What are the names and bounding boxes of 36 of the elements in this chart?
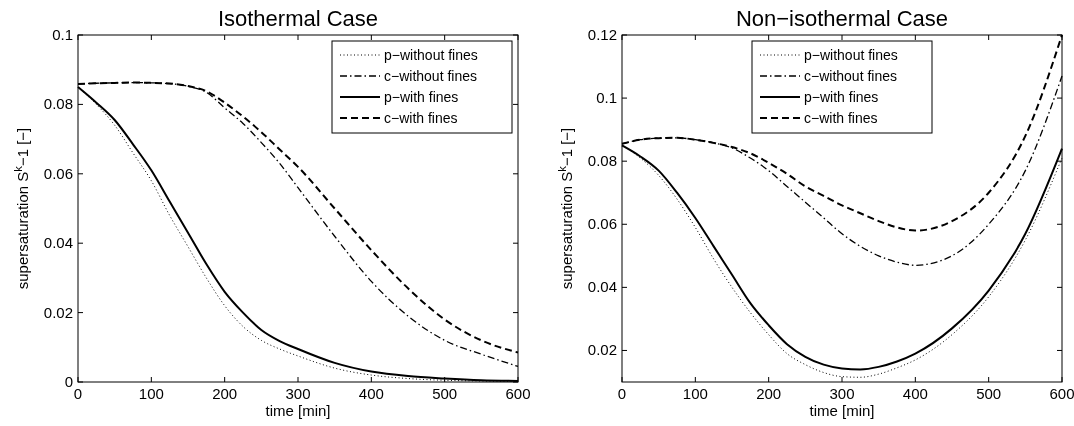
legend-label: c−with fines: [384, 110, 458, 126]
x-tick-label: 300: [829, 385, 855, 402]
x-tick-label: 300: [285, 385, 311, 402]
chart-title: Non−isothermal Case: [735, 6, 949, 31]
x-tick-label: 100: [682, 385, 708, 402]
x-tick-label: 100: [138, 385, 164, 402]
y-tick-label: 0.1: [52, 26, 73, 43]
legend-label: p−with fines: [384, 89, 459, 105]
x-axis-title: time [min]: [809, 402, 875, 419]
y-tick-label: 0.06: [587, 215, 617, 233]
x-tick-label: 400: [358, 385, 384, 402]
y-tick-label: 0.08: [587, 152, 617, 170]
y-tick-label: 0.04: [587, 278, 617, 296]
y-tick-label: 0.02: [43, 303, 73, 321]
y-tick-label: 0: [64, 373, 73, 390]
legend-label: p−without fines: [384, 47, 478, 63]
x-tick-label: 600: [1049, 385, 1074, 402]
y-tick-label: 0.04: [43, 234, 73, 252]
y-tick-label: 0.06: [43, 164, 73, 182]
y-tick-label: 0.1: [596, 89, 617, 107]
x-axis-title: time [min]: [265, 402, 331, 419]
legend-label: p−without fines: [804, 47, 898, 63]
chart-title: Isothermal Case: [217, 6, 379, 31]
legend-label: c−without fines: [804, 68, 897, 84]
x-tick-label: 500: [976, 385, 1002, 402]
x-tick-label: 200: [212, 385, 238, 402]
legend-label: c−with fines: [804, 110, 878, 126]
x-tick-label: 400: [902, 385, 928, 402]
x-tick-label: 600: [505, 385, 531, 402]
y-tick-label: 0.08: [43, 95, 73, 113]
legend-label: c−without fines: [384, 68, 477, 84]
y-tick-label: 0.02: [587, 341, 617, 359]
legend-label: p−with fines: [804, 89, 879, 105]
x-tick-label: 200: [756, 385, 782, 402]
y-tick-label: 0.12: [587, 26, 617, 43]
x-tick-label: 500: [432, 385, 458, 402]
